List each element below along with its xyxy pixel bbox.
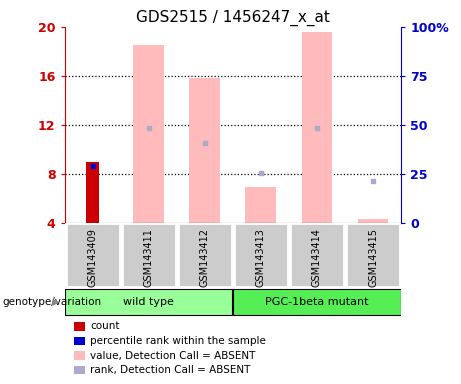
Bar <box>189 78 220 223</box>
Bar <box>86 162 99 223</box>
Bar <box>65 223 119 287</box>
Title: GDS2515 / 1456247_x_at: GDS2515 / 1456247_x_at <box>136 9 330 25</box>
Bar <box>301 32 332 223</box>
Bar <box>65 290 232 315</box>
Text: count: count <box>90 321 119 331</box>
Text: percentile rank within the sample: percentile rank within the sample <box>90 336 266 346</box>
Bar <box>245 187 276 223</box>
Text: PGC-1beta mutant: PGC-1beta mutant <box>265 297 369 308</box>
Bar <box>133 45 164 223</box>
Bar <box>122 223 176 287</box>
Text: genotype/variation: genotype/variation <box>2 297 101 308</box>
Text: rank, Detection Call = ABSENT: rank, Detection Call = ABSENT <box>90 365 250 375</box>
Bar <box>358 219 389 223</box>
Text: GSM143413: GSM143413 <box>256 228 266 287</box>
Bar <box>233 290 401 315</box>
Text: GSM143415: GSM143415 <box>368 228 378 287</box>
Text: GSM143414: GSM143414 <box>312 228 322 287</box>
Bar <box>234 223 288 287</box>
Text: GSM143409: GSM143409 <box>88 228 98 287</box>
Text: GSM143412: GSM143412 <box>200 228 210 287</box>
Bar <box>290 223 344 287</box>
Text: GSM143411: GSM143411 <box>144 228 154 287</box>
Text: value, Detection Call = ABSENT: value, Detection Call = ABSENT <box>90 351 255 361</box>
Bar <box>178 223 232 287</box>
Bar <box>346 223 400 287</box>
Text: wild type: wild type <box>123 297 174 308</box>
